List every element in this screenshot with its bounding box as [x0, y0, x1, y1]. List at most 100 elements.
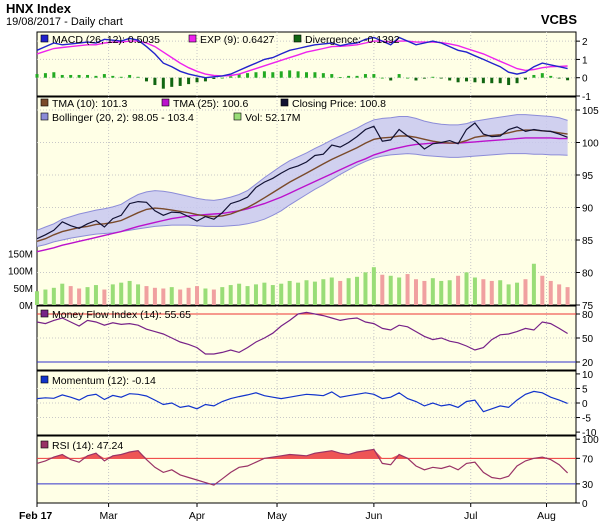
x-tick-label: Jun — [365, 510, 382, 522]
volume-bar — [35, 291, 39, 305]
panel-momentum — [36, 370, 577, 436]
volume-bar — [548, 280, 553, 305]
divergence-bar — [52, 72, 56, 78]
volume-bar — [464, 272, 469, 305]
brand-label: VCBS — [540, 12, 577, 27]
divergence-bar — [136, 76, 140, 78]
macd-line — [36, 36, 568, 79]
legend-entry: Money Flow Index (14): 55.65 — [52, 309, 191, 321]
mfi-tick-label: 50 — [582, 334, 594, 345]
momentum-line — [36, 390, 568, 413]
divergence-bar — [237, 74, 241, 78]
divergence-bar — [414, 77, 418, 81]
divergence-bar — [220, 77, 224, 79]
divergence-bar — [338, 77, 342, 78]
divergence-bar — [195, 77, 199, 83]
volume-bar — [489, 280, 494, 305]
volume-bar — [253, 284, 258, 305]
volume-bar — [211, 289, 216, 305]
divergence-bar — [161, 77, 165, 89]
legend-swatch — [280, 98, 289, 107]
x-tick-label: Mar — [100, 510, 119, 522]
macd-tick-label: 1 — [582, 55, 588, 66]
panel-macd — [36, 31, 577, 97]
price-tick-label: 90 — [582, 204, 594, 215]
divergence-bar — [439, 77, 443, 79]
panel-mfi — [36, 305, 577, 371]
volume-bar — [430, 278, 435, 305]
divergence-bar — [406, 77, 410, 79]
volume-bar — [102, 289, 107, 305]
divergence-bar — [363, 74, 367, 78]
volume-tick-label: 100M — [8, 267, 33, 278]
divergence-bar — [60, 74, 64, 78]
volume-bar — [472, 277, 477, 305]
divergence-bar — [262, 71, 266, 78]
volume-bar — [523, 279, 528, 305]
rsi-tick-label: 0 — [582, 499, 588, 510]
divergence-bar — [144, 77, 148, 82]
volume-tick-label: 0M — [19, 301, 33, 312]
legend-entry: Bollinger (20, 2): 98.05 - 103.4 — [52, 112, 194, 124]
legend-swatch — [233, 112, 242, 121]
divergence-bar — [549, 75, 553, 78]
momentum-tick-label: 5 — [582, 384, 588, 395]
divergence-bar — [43, 73, 47, 78]
volume-bar — [439, 280, 444, 305]
volume-bar — [296, 282, 301, 305]
volume-bar — [51, 287, 56, 305]
divergence-bar — [271, 72, 275, 78]
divergence-bar — [178, 77, 182, 86]
divergence-bar — [102, 74, 106, 78]
price-tick-label: 85 — [582, 236, 594, 247]
legend-swatch — [40, 112, 49, 121]
legend-swatch — [188, 34, 197, 43]
divergence-bar — [397, 74, 401, 78]
volume-bar — [93, 285, 98, 305]
momentum-tick-label: 0 — [582, 399, 588, 410]
divergence-bar — [187, 77, 191, 85]
x-tick-label: Jul — [464, 510, 477, 522]
tma25-line — [36, 137, 568, 253]
divergence-bar — [296, 71, 300, 78]
volume-bar — [144, 286, 149, 305]
rsi-line — [36, 448, 569, 486]
legend-swatch — [40, 34, 49, 43]
legend-swatch — [293, 34, 302, 43]
x-tick-label: Feb 17 — [19, 510, 52, 522]
volume-bar — [388, 275, 393, 305]
legend-entry: TMA (10): 101.3 — [52, 98, 127, 110]
volume-bar — [270, 285, 275, 305]
volume-bar — [304, 280, 309, 305]
divergence-bar — [372, 74, 376, 78]
divergence-bar — [77, 74, 81, 78]
volume-bar — [498, 280, 503, 305]
x-tick-label: May — [267, 510, 288, 522]
macd-tick-label: 2 — [582, 37, 588, 48]
volume-bar — [287, 280, 292, 305]
volume-bar — [245, 286, 250, 305]
legend-entry: Closing Price: 100.8 — [292, 98, 386, 110]
volume-bar — [169, 287, 174, 305]
divergence-bar — [431, 76, 435, 78]
mfi-tick-label: 20 — [582, 358, 594, 369]
volume-bar — [161, 288, 166, 305]
volume-bar — [321, 279, 326, 305]
divergence-bar — [380, 77, 384, 79]
volume-bar — [329, 277, 334, 305]
volume-bar — [178, 289, 183, 305]
divergence-bar — [422, 77, 426, 79]
price-tick-label: 100 — [582, 139, 599, 150]
volume-bar — [60, 283, 65, 305]
divergence-bar — [498, 77, 502, 84]
legend-entry: RSI (14): 47.24 — [52, 440, 123, 452]
divergence-bar — [86, 74, 90, 78]
chart-title: HNX Index — [6, 1, 72, 16]
divergence-bar — [566, 77, 570, 81]
volume-bar — [152, 287, 157, 305]
divergence-bar — [313, 72, 317, 78]
volume-bar — [195, 286, 200, 305]
legend-swatch — [161, 98, 170, 107]
rsi-tick-label: 70 — [582, 454, 594, 465]
